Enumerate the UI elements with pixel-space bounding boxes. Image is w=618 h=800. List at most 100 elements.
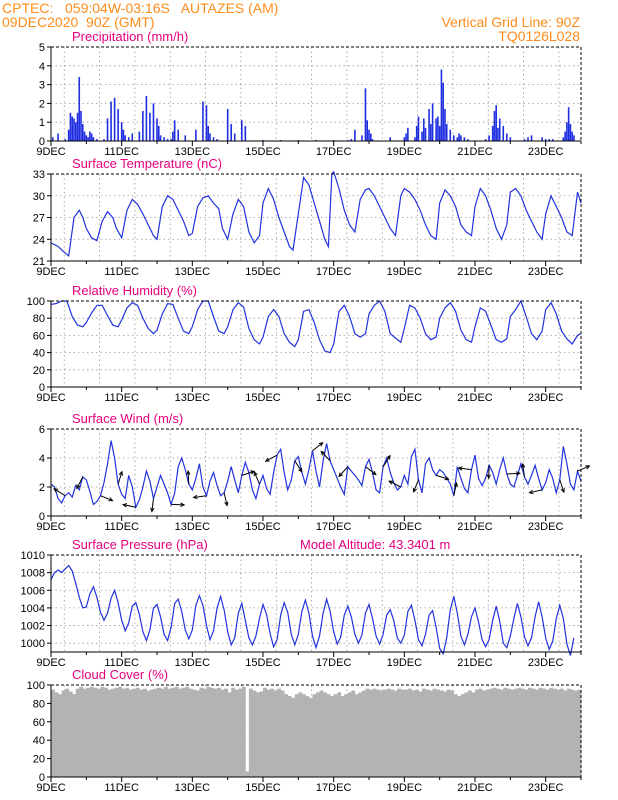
cloud-bar (305, 696, 310, 777)
precip-bar (453, 135, 455, 141)
cloud-bar (354, 694, 359, 777)
cloud-bar (577, 689, 582, 777)
wind-arrow (559, 479, 565, 493)
cloud-bar (301, 694, 306, 777)
temp-ytick-label: 24 (33, 234, 45, 246)
precip-bar (106, 118, 109, 141)
cloud-bar (210, 687, 214, 777)
pressure-title: Surface Pressure (hPa) (72, 537, 208, 552)
cloud-bar (312, 694, 317, 777)
precip-bar (117, 109, 119, 141)
cloud-bar (407, 688, 412, 777)
cloud-bar (280, 690, 285, 777)
cloud-bar (369, 689, 373, 777)
precip-bar (157, 125, 160, 141)
precip-bar (364, 88, 367, 141)
precip-bar (460, 135, 462, 141)
cloud-bar (443, 691, 448, 777)
cloud-bar (259, 691, 264, 777)
precip-bar (506, 133, 508, 141)
precip-bar (371, 139, 374, 141)
wind-arrowhead (121, 503, 128, 508)
precip-ytick-label: 5 (39, 42, 45, 54)
wind-arrowhead (444, 476, 450, 481)
precip-bar (131, 133, 134, 141)
cloud-bar (149, 689, 154, 777)
wind-arrowhead (453, 481, 458, 488)
cloud-bar (446, 689, 451, 777)
cloud-bar (188, 688, 193, 777)
cloud-bar (460, 694, 465, 777)
precip-bar (149, 112, 151, 141)
precip-bar (354, 129, 356, 141)
cloud-bar (294, 694, 299, 777)
wind-ytick-label: 0 (39, 511, 45, 523)
precip-bar (78, 77, 81, 141)
grid-line-note: Vertical Grid Line: 90Z (441, 14, 580, 30)
wind-arrowhead (180, 502, 186, 507)
precip-bar (138, 131, 141, 141)
precip-bar (566, 122, 568, 141)
precip-ytick-label: 2 (39, 98, 45, 110)
wind-arrow (338, 466, 349, 477)
wind-arrow (76, 476, 84, 489)
cloud-bar (467, 690, 472, 777)
cloud-bar (414, 689, 419, 777)
cloud-bar (202, 688, 207, 777)
wind-xtick-label: 15DEC (245, 521, 281, 533)
wind-arrowhead (192, 494, 198, 500)
wind-arrowhead (186, 469, 191, 475)
precip-ytick-label: 1 (39, 117, 45, 129)
cloud-bar (139, 689, 144, 777)
precip-bar (369, 133, 372, 141)
precip-ytick-label: 3 (39, 80, 45, 92)
cloud-bar (234, 689, 239, 777)
cloud-bar (266, 689, 271, 777)
station-header: CPTEC: 059:04W-03:16S AUTAZES (AM) (2, 0, 279, 16)
cloud-xtick-label: 23DEC (528, 782, 564, 794)
cloud-bar (51, 689, 55, 777)
cloud-bar (510, 689, 515, 777)
cloud-bar (86, 687, 91, 777)
cloud-bar (400, 689, 405, 777)
wind-arrow (577, 465, 590, 472)
precip-bar (541, 137, 543, 141)
cloud-bar (135, 687, 140, 777)
precip-bar (438, 125, 441, 141)
wind-arrowhead (76, 484, 81, 490)
cloud-bar (89, 686, 94, 777)
precip-bar (424, 127, 427, 141)
cloud-bar (75, 688, 80, 777)
precip-bar (440, 69, 443, 141)
precip-bar (456, 137, 459, 141)
wind-arrow (312, 442, 324, 452)
precip-bar (366, 120, 369, 141)
wind-arrow (253, 471, 260, 485)
precip-xtick-label: 11DEC (104, 146, 139, 158)
precip-bar (403, 137, 406, 141)
cloud-xtick-label: 15DEC (245, 782, 281, 794)
cloud-bar (100, 686, 105, 777)
precip-bar (96, 139, 98, 141)
cloud-bar (513, 688, 518, 777)
wind-ytick-label: 6 (39, 424, 45, 436)
precip-bar (497, 127, 499, 141)
precip-bar (241, 120, 243, 141)
precip-bar (152, 103, 155, 141)
cloud-bar (287, 696, 292, 777)
pressure-xtick-label: 9DEC (36, 657, 65, 669)
cloud-bar (146, 690, 151, 777)
precip-bar (163, 137, 165, 141)
cloud-bar (220, 689, 225, 777)
wind-arrowhead (412, 487, 417, 493)
precip-bar (233, 133, 236, 141)
precip-bar (82, 124, 84, 141)
wind-arrow (365, 466, 377, 475)
precip-bar (567, 107, 570, 141)
humidity-ytick-label: 0 (39, 382, 45, 394)
humidity-series-line (50, 299, 582, 354)
cloud-bar (482, 690, 486, 777)
cloud-xtick-label: 21DEC (457, 782, 493, 794)
cloud-bar (93, 687, 98, 777)
